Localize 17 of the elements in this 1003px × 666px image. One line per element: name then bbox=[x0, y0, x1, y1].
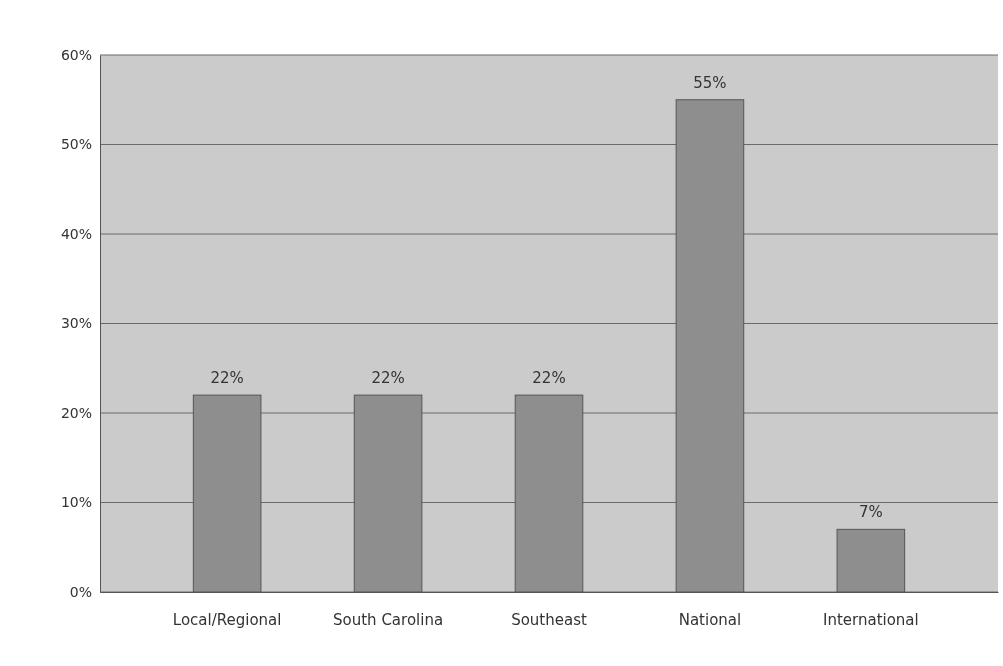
y-tick-label: 0% bbox=[69, 583, 92, 600]
y-tick-label: 50% bbox=[60, 136, 92, 153]
data-label: 22% bbox=[532, 369, 566, 388]
y-tick-label: 40% bbox=[60, 225, 92, 242]
y-tick-label: 10% bbox=[60, 494, 92, 511]
y-tick-label: 30% bbox=[60, 315, 92, 332]
x-tick-label: South Carolina bbox=[333, 610, 444, 629]
data-label: 22% bbox=[371, 369, 405, 388]
x-tick-label: Southeast bbox=[511, 610, 587, 629]
y-tick-label: 20% bbox=[60, 404, 92, 421]
x-tick-label: Local/Regional bbox=[172, 610, 282, 629]
data-label: 55% bbox=[693, 73, 727, 92]
x-tick-label: National bbox=[678, 610, 742, 629]
x-tick-label: International bbox=[822, 610, 919, 629]
data-label: 22% bbox=[210, 369, 244, 388]
data-label: 7% bbox=[858, 503, 883, 522]
y-tick-label: 60% bbox=[60, 46, 92, 63]
